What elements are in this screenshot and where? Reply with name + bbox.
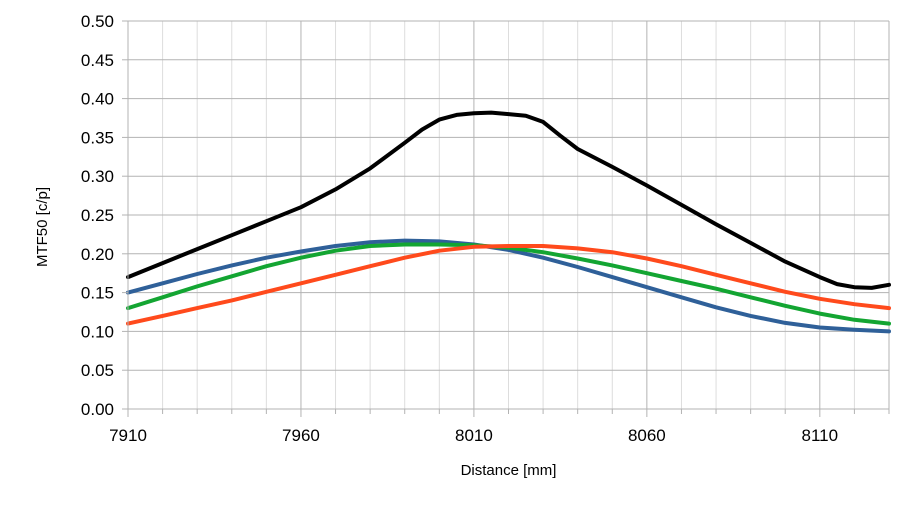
y-tick-label: 0.15 [81, 284, 114, 303]
y-tick-label: 0.40 [81, 90, 114, 109]
y-tick-label: 0.05 [81, 361, 114, 380]
y-axis-title: MTF50 [c/p] [34, 187, 51, 267]
x-tick-label: 7960 [282, 426, 320, 445]
x-tick-label: 7910 [109, 426, 147, 445]
grid [127, 20, 890, 410]
y-tick-label: 0.50 [81, 12, 114, 31]
y-tick-label: 0.35 [81, 128, 114, 147]
y-tick-label: 0.20 [81, 245, 114, 264]
series-lines [126, 110, 891, 334]
x-tick-label: 8010 [455, 426, 493, 445]
axes: 0.00 0.05 0.10 0.15 0.20 0.25 0.30 0.35 0.40 0.45… [81, 12, 890, 445]
y-tick-label: 0.10 [81, 322, 114, 341]
series-line-blue [126, 238, 891, 334]
x-axis-title: Distance [mm] [461, 462, 557, 479]
y-tick-label: 0.00 [81, 400, 114, 419]
x-tick-label: 8060 [628, 426, 666, 445]
x-tick-label: 8110 [802, 426, 839, 445]
y-tick-label: 0.25 [81, 206, 114, 225]
series-line-orange [126, 244, 891, 326]
y-tick-label: 0.45 [81, 51, 114, 70]
series-line-black [126, 110, 891, 290]
y-tick-label: 0.30 [81, 167, 114, 186]
